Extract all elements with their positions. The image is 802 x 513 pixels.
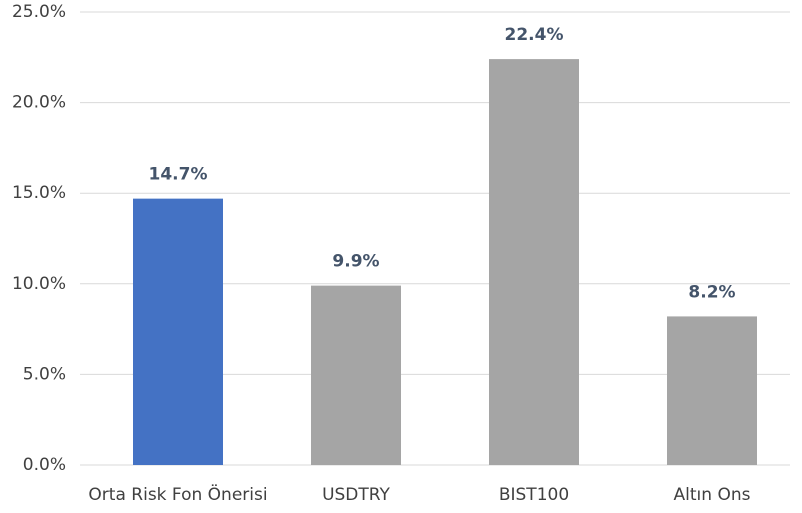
bar: [311, 285, 401, 465]
bar: [489, 59, 579, 465]
bar: [667, 316, 757, 465]
data-label: 14.7%: [149, 165, 208, 185]
y-tick-label: 0.0%: [23, 455, 66, 475]
x-tick-label: Altın Ons: [674, 485, 751, 505]
x-tick-label: Orta Risk Fon Önerisi: [88, 483, 267, 505]
data-label: 22.4%: [505, 25, 564, 45]
x-tick-label: USDTRY: [322, 485, 390, 505]
bar: [133, 198, 223, 466]
y-tick-label: 15.0%: [12, 183, 66, 203]
y-tick-label: 25.0%: [12, 2, 66, 22]
y-tick-label: 10.0%: [12, 274, 66, 294]
y-tick-label: 5.0%: [23, 364, 66, 384]
data-label: 9.9%: [332, 252, 379, 272]
y-tick-label: 20.0%: [12, 93, 66, 113]
x-tick-label: BIST100: [499, 485, 569, 505]
data-label: 8.2%: [688, 282, 735, 302]
